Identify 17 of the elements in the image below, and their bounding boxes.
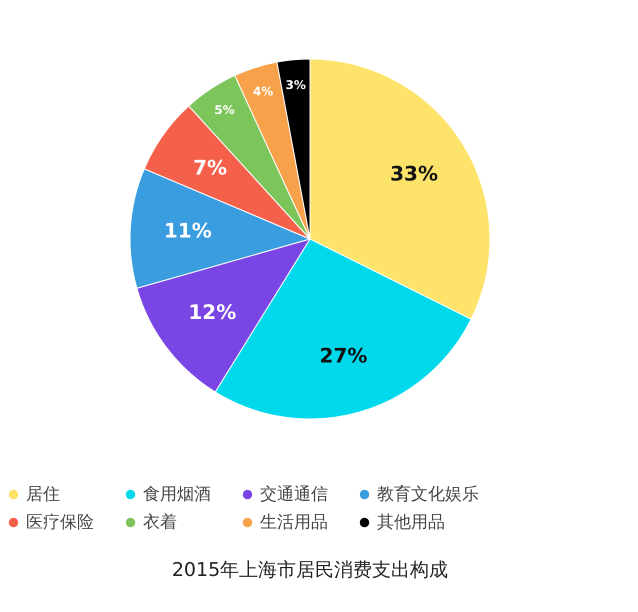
legend-label: 生活用品 <box>260 512 328 532</box>
data-label: 12% <box>188 300 236 324</box>
data-label: 4% <box>252 84 274 98</box>
legend-label: 食用烟酒 <box>143 484 211 505</box>
legend-label: 居住 <box>26 484 60 505</box>
data-label: 11% <box>164 218 212 242</box>
data-label: 3% <box>286 78 306 92</box>
legend-label: 其他用品 <box>377 512 445 532</box>
data-label: 27% <box>320 344 368 368</box>
data-label: 33% <box>390 162 438 186</box>
legend-label: 交通通信 <box>260 484 328 505</box>
legend-label: 医疗保险 <box>26 512 94 532</box>
data-label: 5% <box>214 102 235 117</box>
data-label: 7% <box>193 155 228 180</box>
legend-label: 教育文化娱乐 <box>377 484 479 505</box>
legend-label: 衣着 <box>143 512 177 532</box>
text: 2015年上海市居民消费支出构成 <box>172 559 448 581</box>
